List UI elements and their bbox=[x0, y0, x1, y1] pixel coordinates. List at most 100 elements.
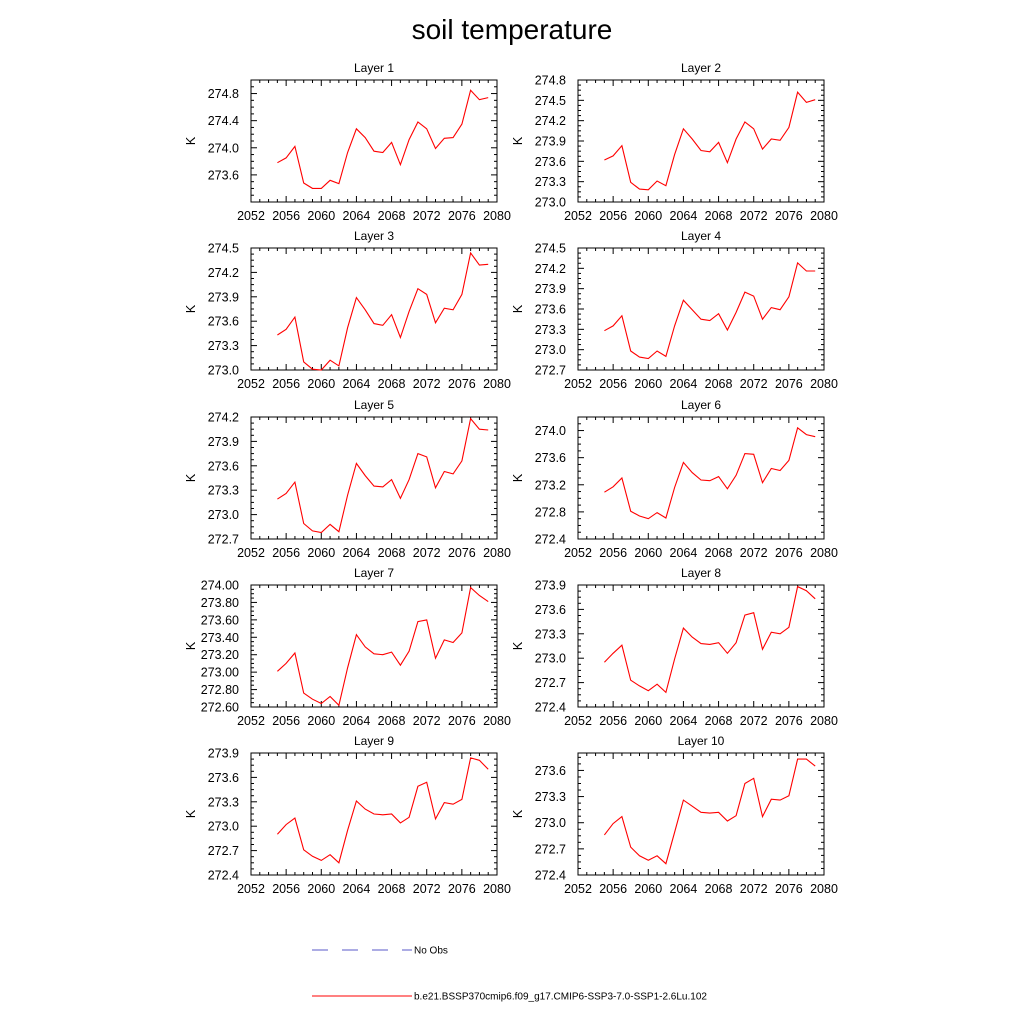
x-tick-label: 2072 bbox=[413, 377, 441, 391]
y-tick-label: 273.20 bbox=[201, 648, 239, 662]
y-tick-label: 274.8 bbox=[535, 74, 566, 88]
x-tick-label: 2072 bbox=[740, 377, 768, 391]
y-tick-label: 274.5 bbox=[208, 242, 239, 256]
y-tick-label: 273.0 bbox=[535, 343, 566, 357]
x-tick-label: 2064 bbox=[670, 209, 698, 223]
x-tick-label: 2052 bbox=[564, 714, 592, 728]
page-title: soil temperature bbox=[411, 14, 613, 45]
y-tick-label: 272.7 bbox=[208, 533, 239, 547]
x-tick-label: 2080 bbox=[483, 714, 511, 728]
y-tick-label: 273.60 bbox=[201, 613, 239, 627]
panel-5: Layer 5 2052 2056 2060 2064 2068 2072 2076 2080 2… bbox=[184, 398, 511, 560]
x-tick-label: 2064 bbox=[343, 546, 371, 560]
y-tick-label: 272.4 bbox=[208, 869, 239, 883]
y-tick-label: 273.3 bbox=[208, 339, 239, 353]
legend-label-model: b.e21.BSSP370cmip6.f09_g17.CMIP6-SSP3-7.… bbox=[414, 992, 707, 1003]
x-tick-label: 2064 bbox=[343, 377, 371, 391]
x-tick-label: 2064 bbox=[670, 714, 698, 728]
x-tick-label: 2076 bbox=[775, 377, 803, 391]
x-tick-label: 2076 bbox=[775, 209, 803, 223]
y-tick-label: 273.2 bbox=[535, 478, 566, 492]
y-axis-label: K bbox=[184, 641, 198, 650]
plot-frame bbox=[250, 416, 498, 540]
x-tick-label: 2060 bbox=[307, 209, 335, 223]
x-tick-label: 2080 bbox=[810, 882, 838, 896]
panel-4: Layer 4 2052 2056 2060 2064 2068 2072 2076 2080 2… bbox=[511, 229, 838, 391]
panel-title: Layer 5 bbox=[354, 398, 394, 412]
y-tick-label: 273.9 bbox=[535, 135, 566, 149]
y-axis-label: K bbox=[184, 136, 198, 145]
x-tick-label: 2056 bbox=[599, 209, 627, 223]
plot-frame bbox=[577, 416, 825, 540]
panel-title: Layer 1 bbox=[354, 61, 394, 75]
y-tick-label: 273.0 bbox=[535, 652, 566, 666]
x-tick-label: 2080 bbox=[810, 209, 838, 223]
plot-frame bbox=[577, 584, 825, 708]
x-tick-label: 2056 bbox=[599, 882, 627, 896]
y-tick-label: 273.9 bbox=[208, 747, 239, 761]
y-tick-label: 274.2 bbox=[535, 262, 566, 276]
y-tick-label: 274.8 bbox=[208, 87, 239, 101]
x-tick-label: 2064 bbox=[343, 714, 371, 728]
x-tick-label: 2052 bbox=[564, 882, 592, 896]
x-tick-label: 2060 bbox=[634, 377, 662, 391]
x-tick-label: 2072 bbox=[413, 714, 441, 728]
x-tick-label: 2060 bbox=[634, 714, 662, 728]
x-tick-label: 2056 bbox=[599, 714, 627, 728]
x-tick-label: 2080 bbox=[483, 882, 511, 896]
x-tick-label: 2052 bbox=[237, 714, 265, 728]
panel-8: Layer 8 2052 2056 2060 2064 2068 2072 2076 2080 2… bbox=[511, 566, 838, 728]
y-tick-label: 272.7 bbox=[535, 676, 566, 690]
series-line bbox=[277, 417, 489, 534]
y-axis-label: K bbox=[184, 304, 198, 313]
y-tick-label: 273.6 bbox=[535, 451, 566, 465]
x-tick-label: 2080 bbox=[810, 714, 838, 728]
series-line bbox=[604, 91, 816, 191]
panel-title: Layer 8 bbox=[681, 566, 721, 580]
y-tick-label: 273.6 bbox=[208, 771, 239, 785]
x-tick-label: 2060 bbox=[634, 882, 662, 896]
series-line bbox=[277, 586, 489, 707]
y-tick-label: 272.4 bbox=[535, 533, 566, 547]
y-tick-label: 272.8 bbox=[535, 505, 566, 519]
y-tick-label: 272.7 bbox=[535, 842, 566, 856]
y-tick-label: 273.00 bbox=[201, 666, 239, 680]
x-tick-label: 2060 bbox=[307, 714, 335, 728]
x-tick-label: 2056 bbox=[272, 546, 300, 560]
plot-frame bbox=[577, 752, 825, 876]
plot-frame bbox=[250, 247, 498, 371]
y-tick-label: 272.80 bbox=[201, 683, 239, 697]
x-tick-label: 2064 bbox=[670, 546, 698, 560]
x-tick-label: 2080 bbox=[483, 377, 511, 391]
panel-10: Layer 10 2052 2056 2060 2064 2068 2072 2076 2080… bbox=[511, 734, 838, 896]
y-axis-label: K bbox=[511, 304, 525, 313]
series-line bbox=[604, 426, 816, 520]
x-tick-label: 2060 bbox=[307, 377, 335, 391]
panel-7: Layer 7 2052 2056 2060 2064 2068 2072 2076 2080 2… bbox=[184, 566, 511, 728]
y-tick-label: 272.7 bbox=[208, 844, 239, 858]
y-tick-label: 273.6 bbox=[535, 303, 566, 317]
x-tick-label: 2068 bbox=[705, 882, 733, 896]
y-tick-label: 273.9 bbox=[535, 579, 566, 593]
series-line bbox=[603, 758, 816, 865]
x-tick-label: 2064 bbox=[670, 377, 698, 391]
series-line bbox=[604, 585, 816, 694]
plot-frame bbox=[250, 79, 498, 203]
y-tick-label: 273.80 bbox=[201, 596, 239, 610]
series-line bbox=[604, 261, 816, 360]
x-tick-label: 2076 bbox=[448, 882, 476, 896]
x-tick-label: 2068 bbox=[705, 209, 733, 223]
panel-title: Layer 10 bbox=[678, 734, 725, 748]
series-line bbox=[276, 757, 489, 864]
panel-title: Layer 4 bbox=[681, 229, 721, 243]
y-tick-label: 273.3 bbox=[535, 323, 566, 337]
x-tick-label: 2052 bbox=[564, 209, 592, 223]
x-tick-label: 2064 bbox=[343, 882, 371, 896]
y-tick-label: 273.3 bbox=[208, 484, 239, 498]
x-tick-label: 2056 bbox=[272, 377, 300, 391]
y-tick-label: 274.0 bbox=[208, 141, 239, 155]
y-axis-label: K bbox=[511, 473, 525, 482]
x-tick-label: 2068 bbox=[705, 546, 733, 560]
y-tick-label: 272.60 bbox=[201, 701, 239, 715]
